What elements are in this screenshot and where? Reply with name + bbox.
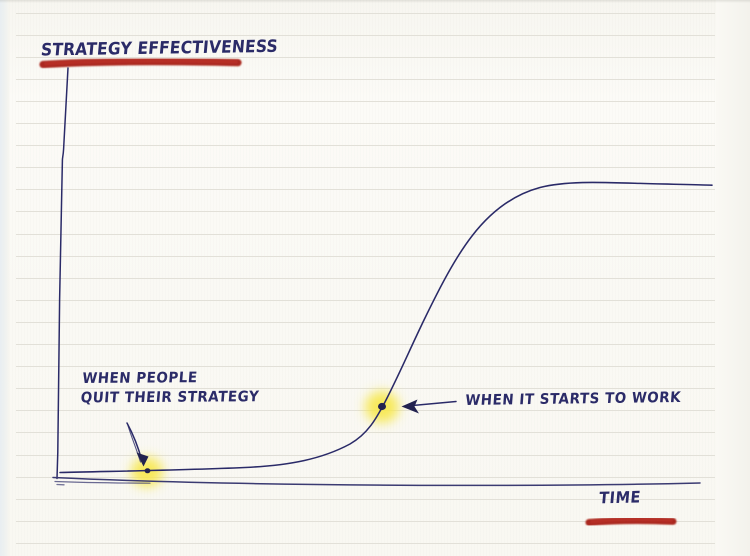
x-axis-line: [52, 476, 701, 487]
paper-right-margin-strip: [716, 0, 750, 556]
y-axis-line: [56, 67, 69, 480]
x-axis-label: TIME: [598, 489, 642, 508]
s-curve-data-series: [59, 181, 713, 474]
left-annotation-arrow: [126, 422, 149, 467]
paper-left-margin-strip: [0, 0, 9, 556]
quit-point-dot: [144, 468, 151, 474]
right-annotation-arrow: [401, 399, 457, 414]
xaxis-label-underline: [585, 517, 677, 526]
works-point-dot: [378, 402, 386, 411]
paper-top-edge: [0, 0, 750, 3]
annotation-quit-strategy-label: WHEN PEOPLE QUIT THEIR STRATEGY: [80, 369, 260, 407]
title-underline: [39, 57, 242, 69]
page-title: STRATEGY EFFECTIVENESS: [40, 36, 279, 60]
annotation-starts-to-work-label: WHEN IT STARTS TO WORK: [464, 388, 682, 410]
